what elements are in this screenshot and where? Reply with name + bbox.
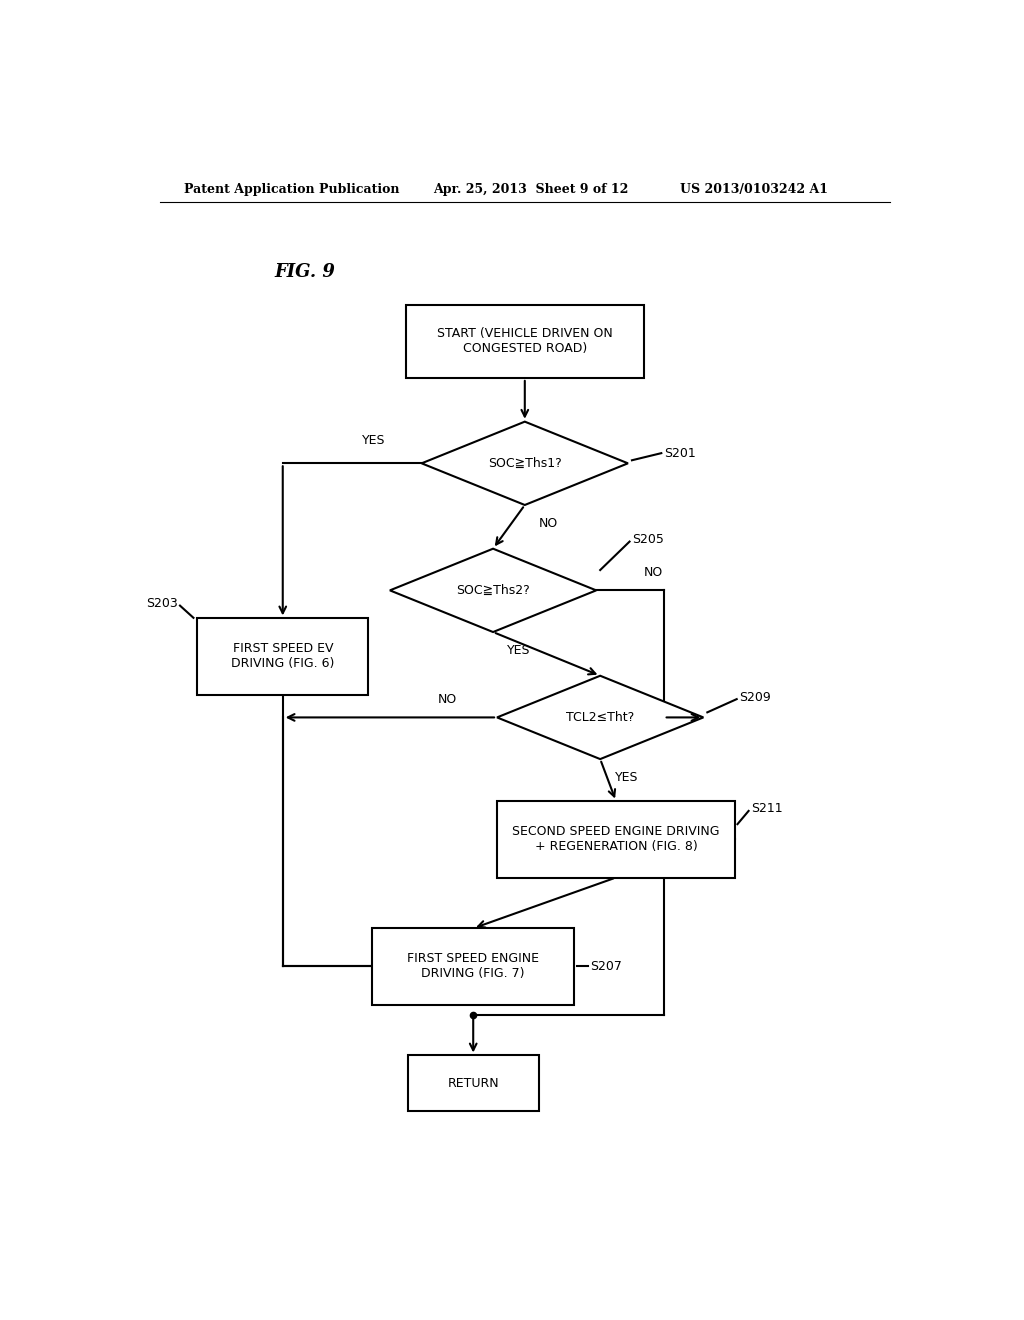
Text: S201: S201 xyxy=(664,446,695,459)
Text: SOC≧Ths1?: SOC≧Ths1? xyxy=(487,457,562,470)
FancyBboxPatch shape xyxy=(408,1056,539,1111)
Text: US 2013/0103242 A1: US 2013/0103242 A1 xyxy=(680,183,827,195)
Text: S205: S205 xyxy=(632,533,664,546)
FancyBboxPatch shape xyxy=(372,928,574,1005)
Text: S207: S207 xyxy=(590,960,623,973)
Text: NO: NO xyxy=(644,565,664,578)
FancyBboxPatch shape xyxy=(406,305,644,378)
Text: S203: S203 xyxy=(145,597,177,610)
Polygon shape xyxy=(497,676,703,759)
Text: S209: S209 xyxy=(739,690,771,704)
Text: SOC≧Ths2?: SOC≧Ths2? xyxy=(456,583,530,597)
Polygon shape xyxy=(390,549,596,632)
FancyBboxPatch shape xyxy=(497,801,735,878)
Text: Patent Application Publication: Patent Application Publication xyxy=(183,183,399,195)
Text: NO: NO xyxy=(539,517,558,529)
Text: TCL2≤Tht?: TCL2≤Tht? xyxy=(566,711,634,723)
Text: START (VEHICLE DRIVEN ON
CONGESTED ROAD): START (VEHICLE DRIVEN ON CONGESTED ROAD) xyxy=(437,327,612,355)
Text: YES: YES xyxy=(614,771,638,784)
FancyBboxPatch shape xyxy=(198,618,368,694)
Text: YES: YES xyxy=(362,434,386,447)
Text: NO: NO xyxy=(438,693,458,706)
Text: Apr. 25, 2013  Sheet 9 of 12: Apr. 25, 2013 Sheet 9 of 12 xyxy=(433,183,629,195)
Text: FIG. 9: FIG. 9 xyxy=(274,263,336,281)
Polygon shape xyxy=(422,421,628,506)
Text: FIRST SPEED ENGINE
DRIVING (FIG. 7): FIRST SPEED ENGINE DRIVING (FIG. 7) xyxy=(408,953,540,981)
Text: FIRST SPEED EV
DRIVING (FIG. 6): FIRST SPEED EV DRIVING (FIG. 6) xyxy=(231,643,335,671)
Text: YES: YES xyxy=(507,644,530,657)
Text: S211: S211 xyxy=(751,803,782,816)
Text: RETURN: RETURN xyxy=(447,1077,499,1090)
Text: SECOND SPEED ENGINE DRIVING
+ REGENERATION (FIG. 8): SECOND SPEED ENGINE DRIVING + REGENERATI… xyxy=(512,825,720,854)
